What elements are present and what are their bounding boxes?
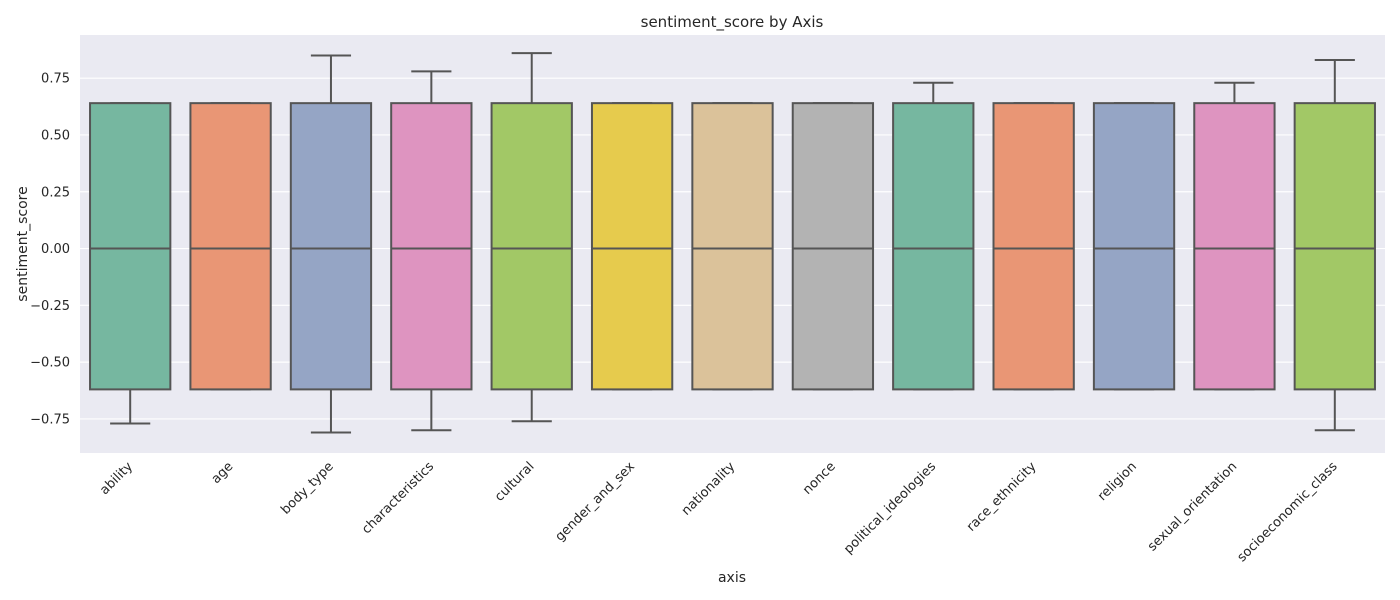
box-body [289, 102, 373, 391]
box-ability [89, 102, 172, 425]
x-tick-label: age [209, 459, 237, 487]
x-tick-label: political_ideologies [841, 459, 939, 557]
box-gender_and_sex [590, 102, 674, 391]
box-body [590, 102, 674, 391]
box-body [390, 102, 473, 391]
x-tick-label: nationality [679, 459, 739, 519]
box-body [1092, 102, 1176, 391]
x-tick-label: characteristics [359, 459, 437, 537]
chart-title: sentiment_score by Axis [641, 13, 824, 32]
box-nationality [691, 102, 774, 391]
box-body [189, 102, 272, 391]
x-tick-label: race_ethnicity [964, 459, 1040, 535]
x-tick-labels: ability age body_type characteristics cultur… [97, 459, 1341, 565]
x-tick-label: gender_and_sex [553, 459, 639, 545]
box-characteristics [390, 70, 473, 432]
x-tick-label: nonce [800, 459, 839, 498]
x-tick-label: ability [97, 459, 136, 498]
box-religion [1092, 102, 1176, 391]
y-tick-label: 0.00 [41, 242, 70, 257]
box-layer [89, 52, 1376, 434]
box-socioeconomic_class [1293, 58, 1376, 432]
box-body [89, 102, 172, 391]
box-age [189, 102, 272, 391]
y-tick-label: 0.25 [41, 185, 70, 200]
box-body [691, 102, 774, 391]
y-tick-label: 0.50 [41, 128, 70, 143]
box-nonce [791, 102, 875, 391]
box-body [992, 102, 1075, 391]
box-sexual_orientation [1193, 81, 1276, 391]
box-body [490, 102, 573, 391]
x-axis-label: axis [718, 570, 746, 586]
box-cultural [490, 52, 573, 423]
x-tick-label: socioeconomic_class [1235, 459, 1341, 565]
box-body [1193, 102, 1276, 391]
x-tick-label: body_type [278, 459, 336, 517]
box-political_ideologies [892, 81, 975, 391]
box-body [1293, 102, 1376, 391]
box-body_type [289, 54, 373, 434]
y-tick-label: −0.75 [30, 412, 70, 427]
y-tick-label: −0.50 [30, 356, 70, 371]
y-tick-label: −0.25 [30, 299, 70, 314]
y-tick-labels: −0.75 −0.50 −0.25 0.00 0.25 0.50 0.75 [30, 72, 70, 428]
box-race_ethnicity [992, 102, 1075, 391]
x-tick-label: cultural [492, 459, 537, 504]
box-body [892, 102, 975, 391]
y-axis-label: sentiment_score [15, 186, 31, 301]
y-tick-label: 0.75 [41, 72, 70, 87]
box-body [791, 102, 875, 391]
x-tick-label: religion [1095, 459, 1140, 504]
x-tick-label: sexual_orientation [1145, 459, 1240, 554]
